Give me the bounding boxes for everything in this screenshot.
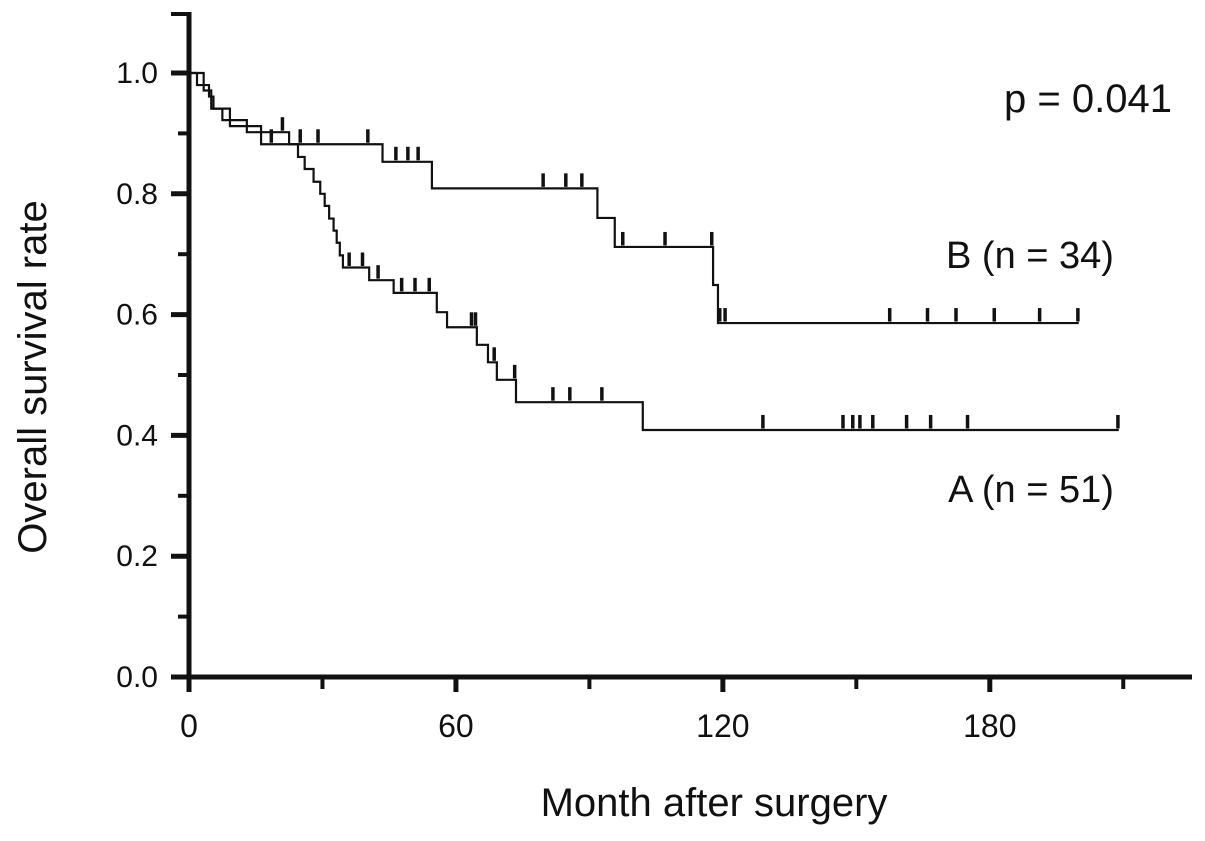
x-tick-label: 120 xyxy=(696,708,749,744)
series-a-label: A (n = 51) xyxy=(948,469,1114,511)
x-axis-title: Month after surgery xyxy=(541,781,888,825)
survival-curve-b xyxy=(189,71,1080,325)
p-value-annotation: p = 0.041 xyxy=(1004,77,1172,121)
km-step-line-b xyxy=(189,71,1079,325)
x-tick-label: 180 xyxy=(963,708,1016,744)
y-tick-label: 0.0 xyxy=(116,661,158,694)
y-tick-label: 0.6 xyxy=(116,299,158,332)
y-tick-label: 1.0 xyxy=(116,57,158,90)
y-axis-title: Overall survival rate xyxy=(11,200,55,553)
axes: 1.0 0.8 0.6 0.4 0.2 0.0 0 60 120 180 xyxy=(116,12,1192,744)
y-tick-label: 0.2 xyxy=(116,540,158,573)
x-tick-label: 0 xyxy=(180,708,198,744)
survival-curve-a xyxy=(189,71,1120,432)
survival-curves xyxy=(189,71,1120,432)
x-tick-label: 60 xyxy=(438,708,474,744)
km-step-line-a xyxy=(189,71,1119,432)
series-b-label: B (n = 34) xyxy=(946,235,1114,277)
y-tick-label: 0.8 xyxy=(116,178,158,211)
y-tick-label: 0.4 xyxy=(116,419,158,452)
